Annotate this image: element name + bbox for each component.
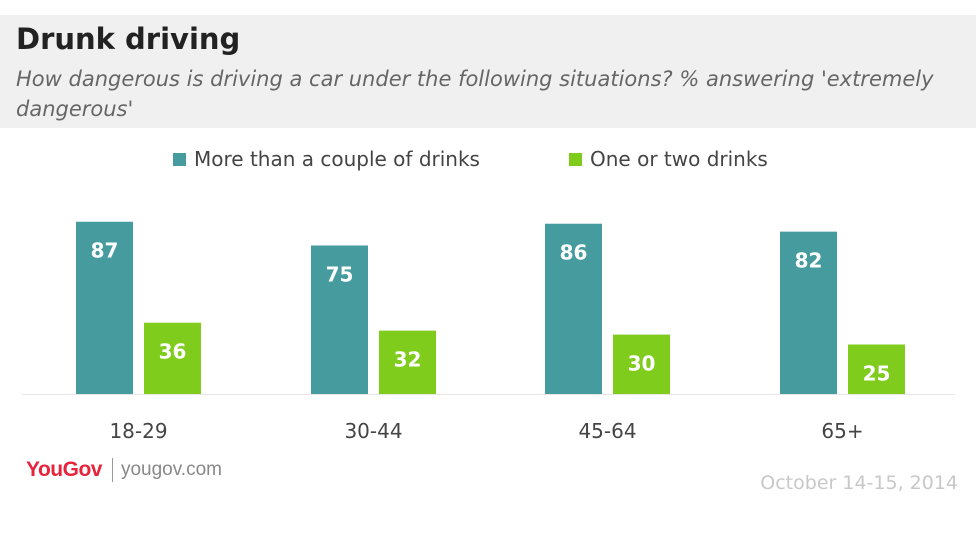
chart-title: Drunk driving <box>16 22 241 56</box>
chart-subtitle: How dangerous is driving a car under the… <box>16 67 934 121</box>
bar-chart: 87 36 18-29 75 32 30-44 86 30 45-64 82 25 65+ <box>22 221 955 443</box>
data-label-18-29-series-1: 87 <box>91 239 119 263</box>
legend-item-series-2: One or two drinks <box>569 147 768 171</box>
data-label-30-44-series-2: 32 <box>394 348 422 372</box>
bar-65+-series-2 <box>848 344 905 394</box>
x-tick-label-65+: 65+ <box>821 419 863 443</box>
bar-65+-series-1 <box>780 231 837 394</box>
bar-18-29-series-1 <box>76 221 133 394</box>
legend: More than a couple of drinks One or two … <box>0 147 976 177</box>
legend-swatch-series-2 <box>569 152 582 166</box>
yougov-logo: YouGov <box>26 458 102 481</box>
legend-label-series-1: More than a couple of drinks <box>194 147 480 171</box>
data-label-65+-series-2: 25 <box>863 362 891 386</box>
bar-30-44-series-2 <box>379 330 436 394</box>
bar-45-64-series-2 <box>613 334 670 394</box>
legend-item-series-1: More than a couple of drinks <box>173 147 480 171</box>
bar-30-44-series-1 <box>311 245 368 394</box>
data-label-45-64-series-1: 86 <box>560 241 588 265</box>
legend-swatch-series-1 <box>173 152 186 166</box>
data-label-30-44-series-1: 75 <box>326 263 354 287</box>
survey-date: October 14-15, 2014 <box>760 472 958 494</box>
logo-divider <box>111 458 113 482</box>
data-label-65+-series-1: 82 <box>795 249 823 273</box>
bar-45-64-series-1 <box>545 223 602 394</box>
x-tick-label-30-44: 30-44 <box>344 419 402 443</box>
bar-18-29-series-2 <box>144 322 201 394</box>
x-tick-label-45-64: 45-64 <box>578 419 636 443</box>
data-label-45-64-series-2: 30 <box>628 352 656 376</box>
site-url: yougov.com <box>120 459 222 480</box>
x-tick-label-18-29: 18-29 <box>109 419 167 443</box>
data-label-18-29-series-2: 36 <box>159 340 187 364</box>
header-band <box>0 15 976 128</box>
footer-branding: YouGov yougov.com <box>26 458 222 482</box>
legend-label-series-2: One or two drinks <box>590 147 768 171</box>
